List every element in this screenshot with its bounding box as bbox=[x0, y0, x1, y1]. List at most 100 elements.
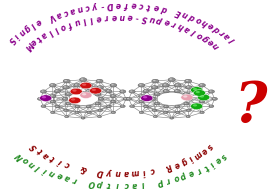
Text: e: e bbox=[163, 17, 171, 27]
Circle shape bbox=[96, 79, 103, 83]
Text: &: & bbox=[79, 163, 88, 174]
Circle shape bbox=[110, 84, 117, 87]
Circle shape bbox=[140, 101, 142, 102]
Text: e: e bbox=[213, 155, 223, 165]
Circle shape bbox=[98, 97, 104, 100]
Circle shape bbox=[95, 93, 101, 96]
Circle shape bbox=[170, 117, 174, 119]
Text: V: V bbox=[47, 11, 57, 22]
Circle shape bbox=[106, 105, 111, 108]
Circle shape bbox=[140, 95, 142, 96]
Circle shape bbox=[63, 98, 65, 99]
Circle shape bbox=[67, 103, 69, 104]
Circle shape bbox=[165, 106, 166, 107]
Circle shape bbox=[72, 89, 77, 92]
Circle shape bbox=[187, 86, 189, 88]
Circle shape bbox=[51, 95, 53, 96]
Circle shape bbox=[155, 93, 157, 94]
Circle shape bbox=[51, 101, 53, 102]
Circle shape bbox=[97, 86, 104, 89]
Circle shape bbox=[200, 95, 204, 98]
Circle shape bbox=[153, 115, 157, 118]
Circle shape bbox=[56, 106, 58, 107]
Text: S: S bbox=[141, 12, 148, 22]
Circle shape bbox=[196, 106, 198, 107]
Text: s: s bbox=[204, 142, 214, 151]
Circle shape bbox=[164, 84, 166, 85]
Circle shape bbox=[152, 98, 154, 99]
Text: r: r bbox=[194, 165, 202, 175]
Text: P: P bbox=[156, 176, 164, 186]
Circle shape bbox=[80, 92, 92, 98]
Circle shape bbox=[187, 97, 193, 100]
Text: n: n bbox=[16, 27, 26, 37]
Text: c: c bbox=[84, 2, 91, 12]
Text: a: a bbox=[39, 30, 49, 40]
Circle shape bbox=[208, 90, 214, 93]
Text: r: r bbox=[218, 27, 227, 36]
Circle shape bbox=[81, 117, 85, 119]
Circle shape bbox=[139, 84, 142, 85]
Circle shape bbox=[123, 97, 129, 100]
Circle shape bbox=[183, 93, 189, 96]
Circle shape bbox=[87, 111, 91, 114]
Circle shape bbox=[99, 98, 101, 99]
Text: i: i bbox=[142, 167, 146, 176]
Circle shape bbox=[41, 105, 46, 108]
Text: t: t bbox=[36, 146, 45, 155]
Circle shape bbox=[200, 111, 204, 114]
Text: n: n bbox=[48, 168, 57, 178]
Circle shape bbox=[86, 105, 91, 108]
Text: l: l bbox=[53, 24, 60, 33]
Text: D: D bbox=[96, 167, 104, 177]
Text: c: c bbox=[63, 159, 72, 169]
Circle shape bbox=[112, 101, 114, 102]
Circle shape bbox=[174, 90, 180, 93]
Circle shape bbox=[81, 78, 83, 80]
Circle shape bbox=[181, 94, 193, 101]
Circle shape bbox=[69, 97, 81, 104]
Text: l: l bbox=[46, 27, 54, 36]
Text: c: c bbox=[138, 0, 144, 10]
Circle shape bbox=[74, 84, 80, 87]
Circle shape bbox=[121, 91, 123, 92]
Circle shape bbox=[82, 93, 86, 95]
Text: S: S bbox=[29, 142, 40, 152]
Text: a: a bbox=[68, 5, 76, 15]
Text: p: p bbox=[179, 170, 188, 181]
Circle shape bbox=[79, 78, 87, 82]
Text: n: n bbox=[181, 9, 190, 19]
Text: t: t bbox=[201, 162, 210, 172]
Text: a: a bbox=[54, 9, 63, 19]
Circle shape bbox=[75, 111, 79, 114]
Circle shape bbox=[66, 102, 71, 105]
Circle shape bbox=[111, 111, 116, 114]
Circle shape bbox=[213, 98, 215, 99]
Circle shape bbox=[176, 84, 178, 85]
Circle shape bbox=[98, 109, 102, 112]
Circle shape bbox=[71, 98, 75, 101]
Text: e: e bbox=[206, 20, 216, 30]
Text: d: d bbox=[188, 11, 197, 22]
Text: p: p bbox=[156, 15, 164, 25]
Circle shape bbox=[185, 103, 186, 104]
Text: t: t bbox=[49, 153, 57, 163]
Circle shape bbox=[130, 105, 135, 108]
Text: n: n bbox=[76, 3, 84, 13]
Text: n: n bbox=[119, 12, 125, 21]
Circle shape bbox=[107, 106, 109, 107]
Circle shape bbox=[155, 103, 157, 104]
Circle shape bbox=[151, 97, 157, 100]
Circle shape bbox=[212, 97, 217, 100]
Circle shape bbox=[209, 105, 214, 108]
Circle shape bbox=[139, 111, 143, 114]
Circle shape bbox=[42, 91, 44, 92]
Text: e: e bbox=[127, 12, 132, 21]
Text: O: O bbox=[88, 177, 96, 188]
Circle shape bbox=[175, 105, 180, 108]
Circle shape bbox=[87, 90, 89, 91]
Circle shape bbox=[124, 98, 126, 99]
Text: -: - bbox=[135, 12, 139, 21]
Circle shape bbox=[64, 86, 66, 88]
Circle shape bbox=[40, 95, 52, 101]
